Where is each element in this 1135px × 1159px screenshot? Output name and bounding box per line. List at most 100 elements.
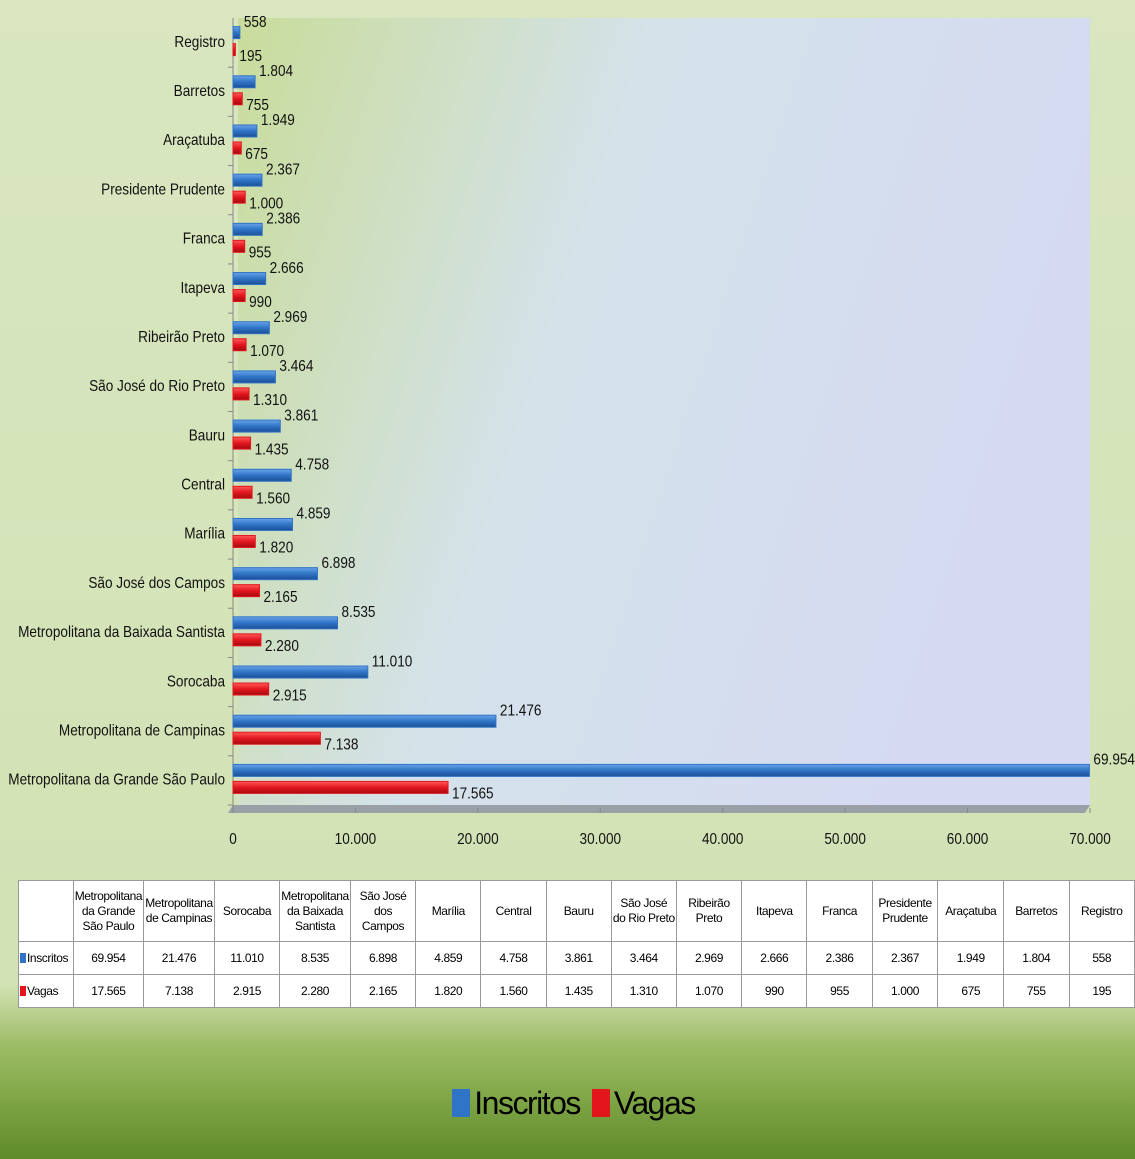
table-cell: 2.666 [741, 941, 808, 975]
legend: Inscritos Vagas [0, 1085, 1135, 1122]
value-label: 4.758 [295, 457, 329, 474]
y-tick-label: Ribeirão Preto [138, 329, 225, 346]
value-label: 755 [246, 97, 269, 114]
y-tick-label: Metropolitana da Grande São Paulo [8, 772, 225, 789]
table-cell: 69.954 [72, 941, 145, 975]
bar [232, 173, 263, 187]
table-header: São José dos Campos [349, 880, 417, 942]
x-tick-label: 60.000 [947, 831, 989, 848]
y-tick-label: Registro [174, 34, 225, 51]
value-label: 4.859 [296, 506, 330, 523]
bar [232, 43, 236, 57]
table-cell: 558 [1068, 941, 1135, 975]
bar [232, 387, 250, 401]
bar [232, 633, 262, 647]
table-header: Franca [806, 880, 873, 942]
value-label: 1.000 [249, 195, 283, 212]
table-row-label: Inscritos [18, 941, 74, 975]
value-label: 1.820 [259, 540, 293, 557]
table-cell: 755 [1003, 974, 1070, 1008]
value-label: 21.476 [500, 703, 542, 720]
table-cell: 8.535 [279, 941, 351, 975]
legend-key [591, 1089, 610, 1117]
value-label: 2.666 [270, 260, 304, 277]
table-cell: 955 [806, 974, 873, 1008]
table-cell: 675 [937, 974, 1005, 1008]
table-cell: 2.280 [279, 974, 351, 1008]
value-label: 8.535 [341, 604, 375, 621]
y-tick-label: Metropolitana de Campinas [59, 723, 225, 740]
table-header: Itapeva [741, 880, 808, 942]
y-tick-label: Sorocaba [167, 673, 226, 690]
bar [232, 190, 246, 204]
table-cell: 2.367 [871, 941, 939, 975]
bar [232, 370, 276, 384]
y-tick-label: São José dos Campos [88, 575, 225, 592]
table-header: Metropolitana da Baixada Santista [279, 880, 351, 942]
bar [232, 92, 243, 106]
value-label: 558 [244, 14, 267, 31]
table-cell: 6.898 [349, 941, 417, 975]
table-cell: 2.165 [349, 974, 417, 1008]
bar [232, 714, 497, 728]
y-tick-label: Franca [183, 231, 226, 248]
table-row: Vagas 17.565 7.138 2.915 2.280 2.165 1.820 1.56… [18, 974, 1135, 1008]
table-cell: 2.969 [675, 941, 743, 975]
bar [232, 665, 369, 679]
y-tick-label: Marília [184, 526, 225, 543]
x-tick-label: 20.000 [457, 831, 499, 848]
bar [232, 763, 1090, 777]
bar [232, 517, 293, 531]
y-tick-label: Itapeva [180, 280, 225, 297]
bar [232, 338, 247, 352]
value-label: 1.804 [259, 63, 293, 80]
bar [232, 239, 246, 253]
table-corner [18, 880, 74, 942]
bar [232, 321, 270, 335]
table-header: Presidente Prudente [871, 880, 939, 942]
y-tick-label: Presidente Prudente [101, 181, 225, 198]
value-label: 1.949 [261, 112, 295, 129]
bar [232, 75, 256, 89]
y-tick-label: Barretos [174, 83, 225, 100]
value-label: 2.915 [273, 687, 307, 704]
bar [232, 468, 292, 482]
table-cell: 1.804 [1003, 941, 1070, 975]
table-header: Araçatuba [937, 880, 1005, 942]
table-header: Central [480, 880, 547, 942]
value-label: 955 [249, 245, 272, 262]
bar [232, 584, 261, 598]
bar [232, 289, 246, 303]
table-cell: 1.000 [871, 974, 939, 1008]
table-header: Metropolitana da Grande São Paulo [72, 880, 145, 942]
legend-label: Inscritos [474, 1085, 581, 1121]
table-cell: 1.070 [675, 974, 743, 1008]
bar [232, 436, 252, 450]
table-legend-key [20, 985, 26, 996]
y-tick-label: Bauru [189, 427, 225, 444]
table-row-name: Inscritos [27, 950, 69, 965]
legend-label: Vagas [613, 1085, 696, 1121]
table-cell: 1.560 [480, 974, 547, 1008]
table-cell: 3.861 [545, 941, 612, 975]
table-row-name: Vagas [27, 983, 59, 998]
bar [232, 567, 318, 581]
table-cell: 2.915 [213, 974, 281, 1008]
x-tick-label: 50.000 [824, 831, 866, 848]
table-cell: 17.565 [72, 974, 145, 1008]
bar [232, 682, 270, 696]
value-label: 3.464 [279, 358, 313, 375]
table-row: Inscritos 69.954 21.476 11.010 8.535 6.898 4.8… [18, 941, 1135, 975]
value-label: 3.861 [284, 407, 318, 424]
y-tick-label: Araçatuba [163, 132, 226, 149]
table-cell: 11.010 [213, 941, 281, 975]
value-label: 1.435 [255, 441, 289, 458]
bar [232, 780, 449, 794]
table-header: Barretos [1003, 880, 1070, 942]
table-header: Marília [415, 880, 482, 942]
table-cell: 4.859 [415, 941, 482, 975]
y-tick-label: São José do Rio Preto [89, 378, 225, 395]
value-label: 2.367 [266, 161, 300, 178]
bar [232, 222, 263, 236]
table-header: Registro [1068, 880, 1135, 942]
